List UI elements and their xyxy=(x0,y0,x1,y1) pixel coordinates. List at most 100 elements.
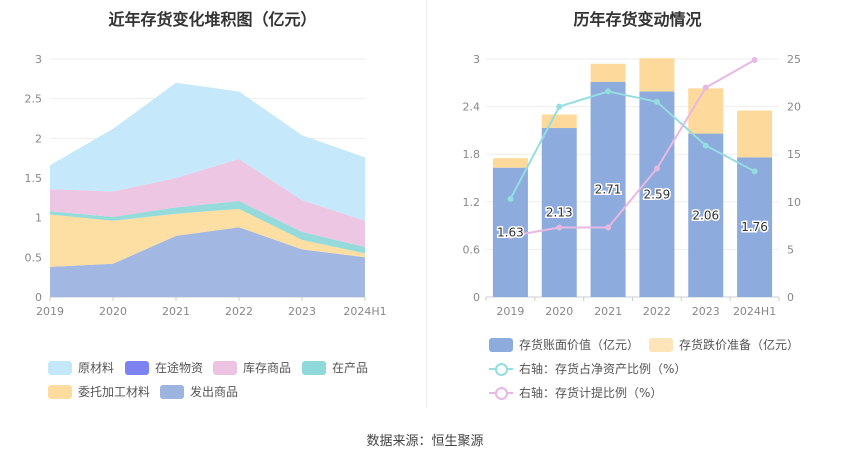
left-y-tick: 2.5 xyxy=(25,93,43,106)
line-ratio-net-assets xyxy=(509,90,756,200)
bar-book-value xyxy=(492,167,528,297)
legend-swatch-consigned xyxy=(48,384,72,399)
data-source: 数据来源：恒生聚源 xyxy=(366,434,484,449)
right-y2-tick: 15 xyxy=(787,148,801,161)
right-x-tick: 2024H1 xyxy=(733,305,776,318)
area-0 xyxy=(50,227,365,297)
left-x-tick: 2019 xyxy=(36,305,64,318)
legend-swatch-raw-material xyxy=(48,360,72,375)
right-x-tick: 2021 xyxy=(594,305,622,318)
point-ratio-net-assets xyxy=(751,168,758,175)
right-y2-tick: 25 xyxy=(787,53,801,66)
bar-book-value xyxy=(639,91,675,297)
left-x-tick: 2020 xyxy=(99,305,127,318)
left-y-tick: 3 xyxy=(35,53,42,66)
legend-label-book-value: 存货账面价值（亿元） xyxy=(519,338,640,352)
bar-impairment xyxy=(639,58,675,92)
left-y-tick: 1.5 xyxy=(25,172,43,185)
point-provision-ratio xyxy=(653,165,660,172)
point-ratio-net-assets xyxy=(507,195,514,202)
legend-swatch-in-transit xyxy=(125,360,149,375)
left-x-tick: 2024H1 xyxy=(343,305,386,318)
left-legend: 原材料 在途物资 库存商品 在产品 委托加工材料 发出商品 xyxy=(48,359,368,400)
legend-label-ratio-net-assets: 右轴：存货占净资产比例（%） xyxy=(519,362,687,376)
point-ratio-net-assets xyxy=(605,88,612,95)
left-x-tick: 2022 xyxy=(225,305,253,318)
legend-item-inventory-goods[interactable]: 库存商品 xyxy=(213,359,291,376)
point-provision-ratio xyxy=(751,56,758,63)
left-y-tick: 0.5 xyxy=(25,251,43,264)
bar-impairment xyxy=(737,110,773,158)
area-4 xyxy=(50,159,365,247)
point-provision-ratio xyxy=(556,224,563,231)
bar-value-label: 2.71 xyxy=(595,183,622,197)
right-x-tick: 2023 xyxy=(692,305,720,318)
area-1 xyxy=(50,208,365,267)
line-provision-ratio xyxy=(510,59,756,238)
right-y2-tick: 10 xyxy=(787,196,801,209)
left-y-tick: 1 xyxy=(35,212,42,225)
bar-book-value xyxy=(541,128,577,297)
legend-item-book-value[interactable]: 存货账面价值（亿元） xyxy=(489,336,639,353)
right-y-tick: 1.8 xyxy=(463,148,481,161)
legend-label-in-transit: 在途物资 xyxy=(155,361,204,375)
right-chart-title: 历年存货变动情况 xyxy=(573,10,702,29)
left-y-tick: 2 xyxy=(35,132,42,145)
bar-book-value xyxy=(737,157,773,297)
right-x-tick: 2022 xyxy=(643,305,671,318)
legend-item-consigned[interactable]: 委托加工材料 xyxy=(48,383,150,400)
right-y-tick: 0.6 xyxy=(463,243,481,256)
point-provision-ratio xyxy=(605,224,612,231)
point-ratio-net-assets xyxy=(653,98,660,105)
legend-swatch-impairment xyxy=(649,337,673,352)
legend-item-provision-ratio[interactable]: 右轴：存货计提比例（%） xyxy=(489,384,662,401)
bar-book-value xyxy=(688,133,724,297)
right-y-tick: 1.2 xyxy=(463,196,481,209)
right-y2-tick: 20 xyxy=(787,101,801,114)
legend-marker-ratio-net-assets xyxy=(489,362,513,376)
right-x-tick: 2020 xyxy=(545,305,573,318)
bar-value-label: 1.63 xyxy=(497,225,524,239)
right-y-tick: 0 xyxy=(473,291,480,304)
legend-item-ratio-net-assets[interactable]: 右轴：存货占净资产比例（%） xyxy=(489,360,686,377)
legend-item-in-transit[interactable]: 在途物资 xyxy=(125,359,203,376)
legend-label-wip: 在产品 xyxy=(332,361,369,375)
right-y2-tick: 0 xyxy=(787,291,794,304)
chart-divider xyxy=(426,0,427,408)
legend-label-provision-ratio: 右轴：存货计提比例（%） xyxy=(519,386,663,400)
point-provision-ratio xyxy=(702,84,709,91)
left-chart-title: 近年存货变化堆积图（亿元） xyxy=(108,10,317,29)
point-provision-ratio xyxy=(507,233,514,240)
legend-item-shipped-goods[interactable]: 发出商品 xyxy=(160,383,238,400)
bar-impairment xyxy=(688,88,724,134)
legend-swatch-book-value xyxy=(489,337,513,352)
bar-value-label: 1.76 xyxy=(741,220,768,234)
legend-item-raw-material[interactable]: 原材料 xyxy=(48,359,114,376)
right-y-tick: 3 xyxy=(473,53,480,66)
legend-swatch-shipped-goods xyxy=(160,384,184,399)
left-y-tick: 0 xyxy=(35,291,42,304)
legend-item-impairment[interactable]: 存货跌价准备（亿元） xyxy=(649,336,799,353)
bar-value-label: 2.13 xyxy=(546,206,573,220)
bar-value-label: 2.06 xyxy=(692,208,719,222)
legend-label-consigned: 委托加工材料 xyxy=(78,385,151,399)
legend-label-shipped-goods: 发出商品 xyxy=(190,385,239,399)
legend-label-impairment: 存货跌价准备（亿元） xyxy=(679,338,800,352)
legend-label-raw-material: 原材料 xyxy=(78,361,115,375)
bar-impairment xyxy=(590,63,626,83)
legend-label-inventory-goods: 库存商品 xyxy=(243,361,292,375)
legend-swatch-wip xyxy=(302,360,326,375)
legend-item-wip[interactable]: 在产品 xyxy=(302,359,368,376)
bar-value-label: 2.59 xyxy=(644,187,671,201)
right-y-tick: 2.4 xyxy=(463,101,481,114)
legend-marker-provision-ratio xyxy=(489,386,513,400)
area-5 xyxy=(50,82,365,221)
point-ratio-net-assets xyxy=(702,142,709,149)
left-x-tick: 2023 xyxy=(288,305,316,318)
left-x-tick: 2021 xyxy=(162,305,190,318)
point-ratio-net-assets xyxy=(556,103,563,110)
right-x-tick: 2019 xyxy=(496,305,524,318)
legend-swatch-inventory-goods xyxy=(213,360,237,375)
